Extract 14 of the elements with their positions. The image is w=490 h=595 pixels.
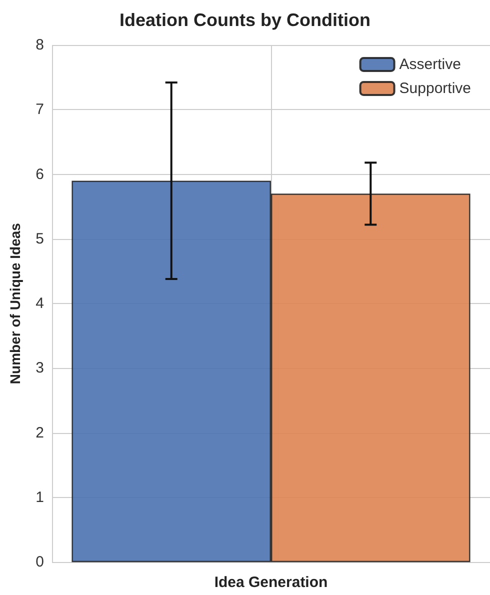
y-tick-label: 8 [36,36,44,54]
y-tick-label: 4 [36,295,44,312]
y-tick-label: 5 [36,230,44,248]
y-tick-label: 3 [36,360,44,377]
y-tick-label: 6 [36,166,44,183]
chart-title: Ideation Counts by Condition [120,10,370,30]
y-tick-label: 1 [36,488,44,506]
legend-label: Supportive [399,80,472,97]
y-axis-title: Number of Unique Ideas [7,222,23,384]
y-tick-label: 7 [36,101,44,118]
y-tick-label: 2 [36,424,44,442]
legend-label: Assertive [399,56,461,73]
y-tick-label: 0 [36,554,44,571]
x-axis-title: Idea Generation [214,574,328,591]
